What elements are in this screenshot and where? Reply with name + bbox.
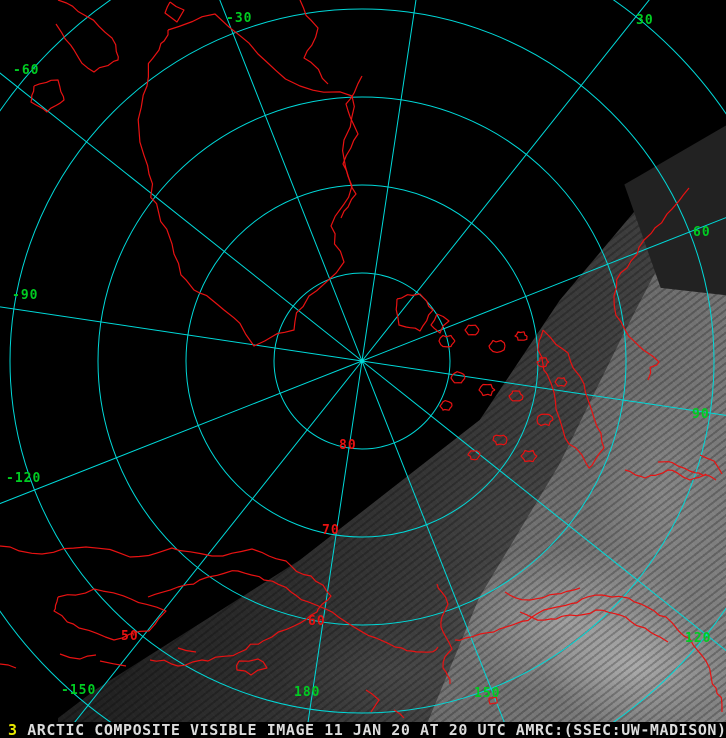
latitude-label: 50 — [121, 629, 139, 644]
spacer — [18, 722, 28, 738]
latitude-label: 80 — [339, 438, 357, 453]
coastlines — [0, 0, 723, 719]
longitude-label: 150 — [474, 686, 501, 701]
longitude-label: 90 — [692, 407, 710, 422]
pole-point — [360, 359, 364, 363]
status-bar: 3 ARCTIC COMPOSITE VISIBLE IMAGE 11 JAN … — [0, 722, 726, 738]
latitude-label: 70 — [322, 523, 340, 538]
product-title-label: ARCTIC COMPOSITE VISIBLE IMAGE 11 JAN 20… — [27, 721, 726, 738]
longitude-label: 120 — [685, 631, 712, 646]
longitude-label: -30 — [226, 11, 253, 26]
longitude-label: -60 — [13, 63, 40, 78]
cloud-texture — [590, 380, 726, 610]
latitude-label: 60 — [308, 614, 326, 629]
longitude-label: -120 — [6, 471, 42, 486]
frame-number-label: 3 — [8, 721, 18, 738]
longitude-label: 60 — [693, 225, 711, 240]
longitude-label: -90 — [12, 288, 39, 303]
longitude-label: 180 — [294, 685, 321, 700]
longitude-label: 30 — [636, 13, 654, 28]
longitude-label: -150 — [61, 683, 97, 698]
